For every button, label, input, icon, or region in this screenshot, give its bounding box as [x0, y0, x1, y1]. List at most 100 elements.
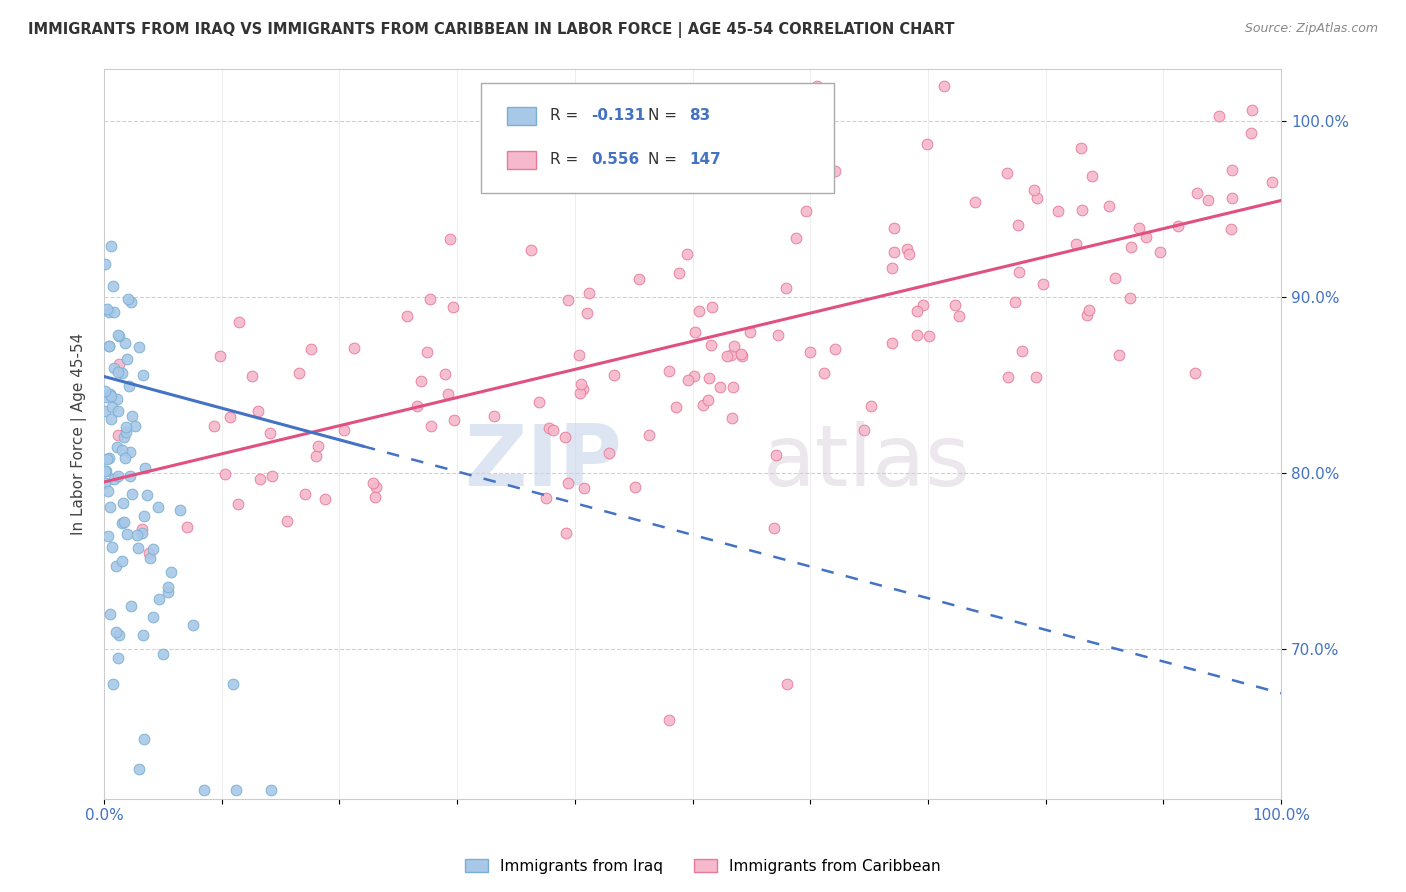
- Point: [260, 783, 283, 797]
- Text: 147: 147: [689, 153, 721, 168]
- Point: [576, 306, 599, 320]
- Point: [1108, 348, 1130, 362]
- FancyBboxPatch shape: [506, 107, 536, 125]
- Point: [128, 341, 150, 355]
- Point: [131, 522, 153, 536]
- Point: [776, 677, 799, 691]
- Point: [527, 395, 550, 409]
- Point: [108, 628, 131, 642]
- Point: [111, 367, 134, 381]
- Point: [683, 369, 706, 384]
- Y-axis label: In Labor Force | Age 45-54: In Labor Force | Age 45-54: [72, 333, 87, 535]
- Point: [948, 310, 970, 324]
- Point: [569, 386, 592, 401]
- Point: [112, 430, 135, 444]
- Point: [721, 379, 744, 393]
- Point: [135, 488, 157, 502]
- Point: [115, 420, 138, 434]
- Point: [118, 445, 141, 459]
- Point: [104, 624, 127, 639]
- Point: [222, 677, 245, 691]
- Point: [107, 365, 129, 379]
- Point: [103, 472, 125, 486]
- Point: [114, 425, 136, 440]
- Point: [100, 412, 122, 426]
- Point: [1119, 291, 1142, 305]
- Point: [683, 325, 706, 339]
- Point: [1240, 103, 1263, 117]
- Point: [409, 374, 432, 388]
- Point: [112, 516, 135, 530]
- Point: [557, 293, 579, 308]
- Point: [128, 762, 150, 776]
- Point: [111, 554, 134, 568]
- Point: [915, 136, 938, 151]
- Point: [134, 461, 156, 475]
- Point: [405, 399, 427, 413]
- Point: [94, 404, 117, 418]
- Point: [97, 484, 120, 499]
- Point: [226, 497, 249, 511]
- Point: [100, 238, 122, 252]
- Point: [716, 349, 738, 363]
- Point: [905, 327, 928, 342]
- Point: [305, 450, 328, 464]
- Point: [225, 783, 247, 797]
- Point: [569, 377, 592, 392]
- Point: [108, 328, 131, 343]
- Point: [142, 541, 165, 556]
- Point: [98, 500, 121, 515]
- Point: [697, 371, 720, 385]
- Point: [94, 257, 117, 271]
- Point: [541, 423, 564, 437]
- Point: [96, 452, 118, 467]
- Point: [1076, 309, 1098, 323]
- Text: 83: 83: [689, 109, 710, 123]
- Point: [692, 398, 714, 412]
- Point: [111, 516, 134, 530]
- Text: N =: N =: [648, 109, 682, 123]
- Point: [568, 348, 591, 362]
- Point: [111, 496, 134, 510]
- Point: [420, 419, 443, 434]
- Point: [1007, 265, 1029, 279]
- Point: [882, 336, 904, 351]
- Point: [1070, 140, 1092, 154]
- Point: [824, 342, 846, 356]
- Point: [794, 204, 817, 219]
- Point: [628, 271, 651, 285]
- Point: [299, 343, 322, 357]
- Point: [1208, 109, 1230, 123]
- Point: [1167, 219, 1189, 234]
- Point: [100, 389, 122, 403]
- Point: [883, 221, 905, 235]
- Point: [101, 540, 124, 554]
- Point: [1261, 175, 1284, 189]
- Point: [214, 467, 236, 481]
- Point: [1220, 221, 1243, 235]
- Point: [1081, 169, 1104, 184]
- Point: [578, 286, 600, 301]
- Point: [361, 476, 384, 491]
- Point: [107, 468, 129, 483]
- Point: [107, 328, 129, 343]
- Point: [117, 527, 139, 541]
- Point: [94, 384, 117, 399]
- Point: [124, 418, 146, 433]
- Point: [1046, 203, 1069, 218]
- Point: [1128, 221, 1150, 235]
- Point: [1071, 202, 1094, 217]
- Point: [132, 508, 155, 523]
- Point: [1240, 126, 1263, 140]
- Point: [96, 464, 118, 478]
- Point: [131, 526, 153, 541]
- Point: [995, 166, 1018, 180]
- Point: [98, 339, 121, 353]
- Point: [103, 305, 125, 319]
- Point: [1004, 295, 1026, 310]
- Text: -0.131: -0.131: [592, 109, 645, 123]
- Point: [720, 348, 742, 362]
- Point: [169, 503, 191, 517]
- Point: [637, 427, 659, 442]
- Point: [127, 528, 149, 542]
